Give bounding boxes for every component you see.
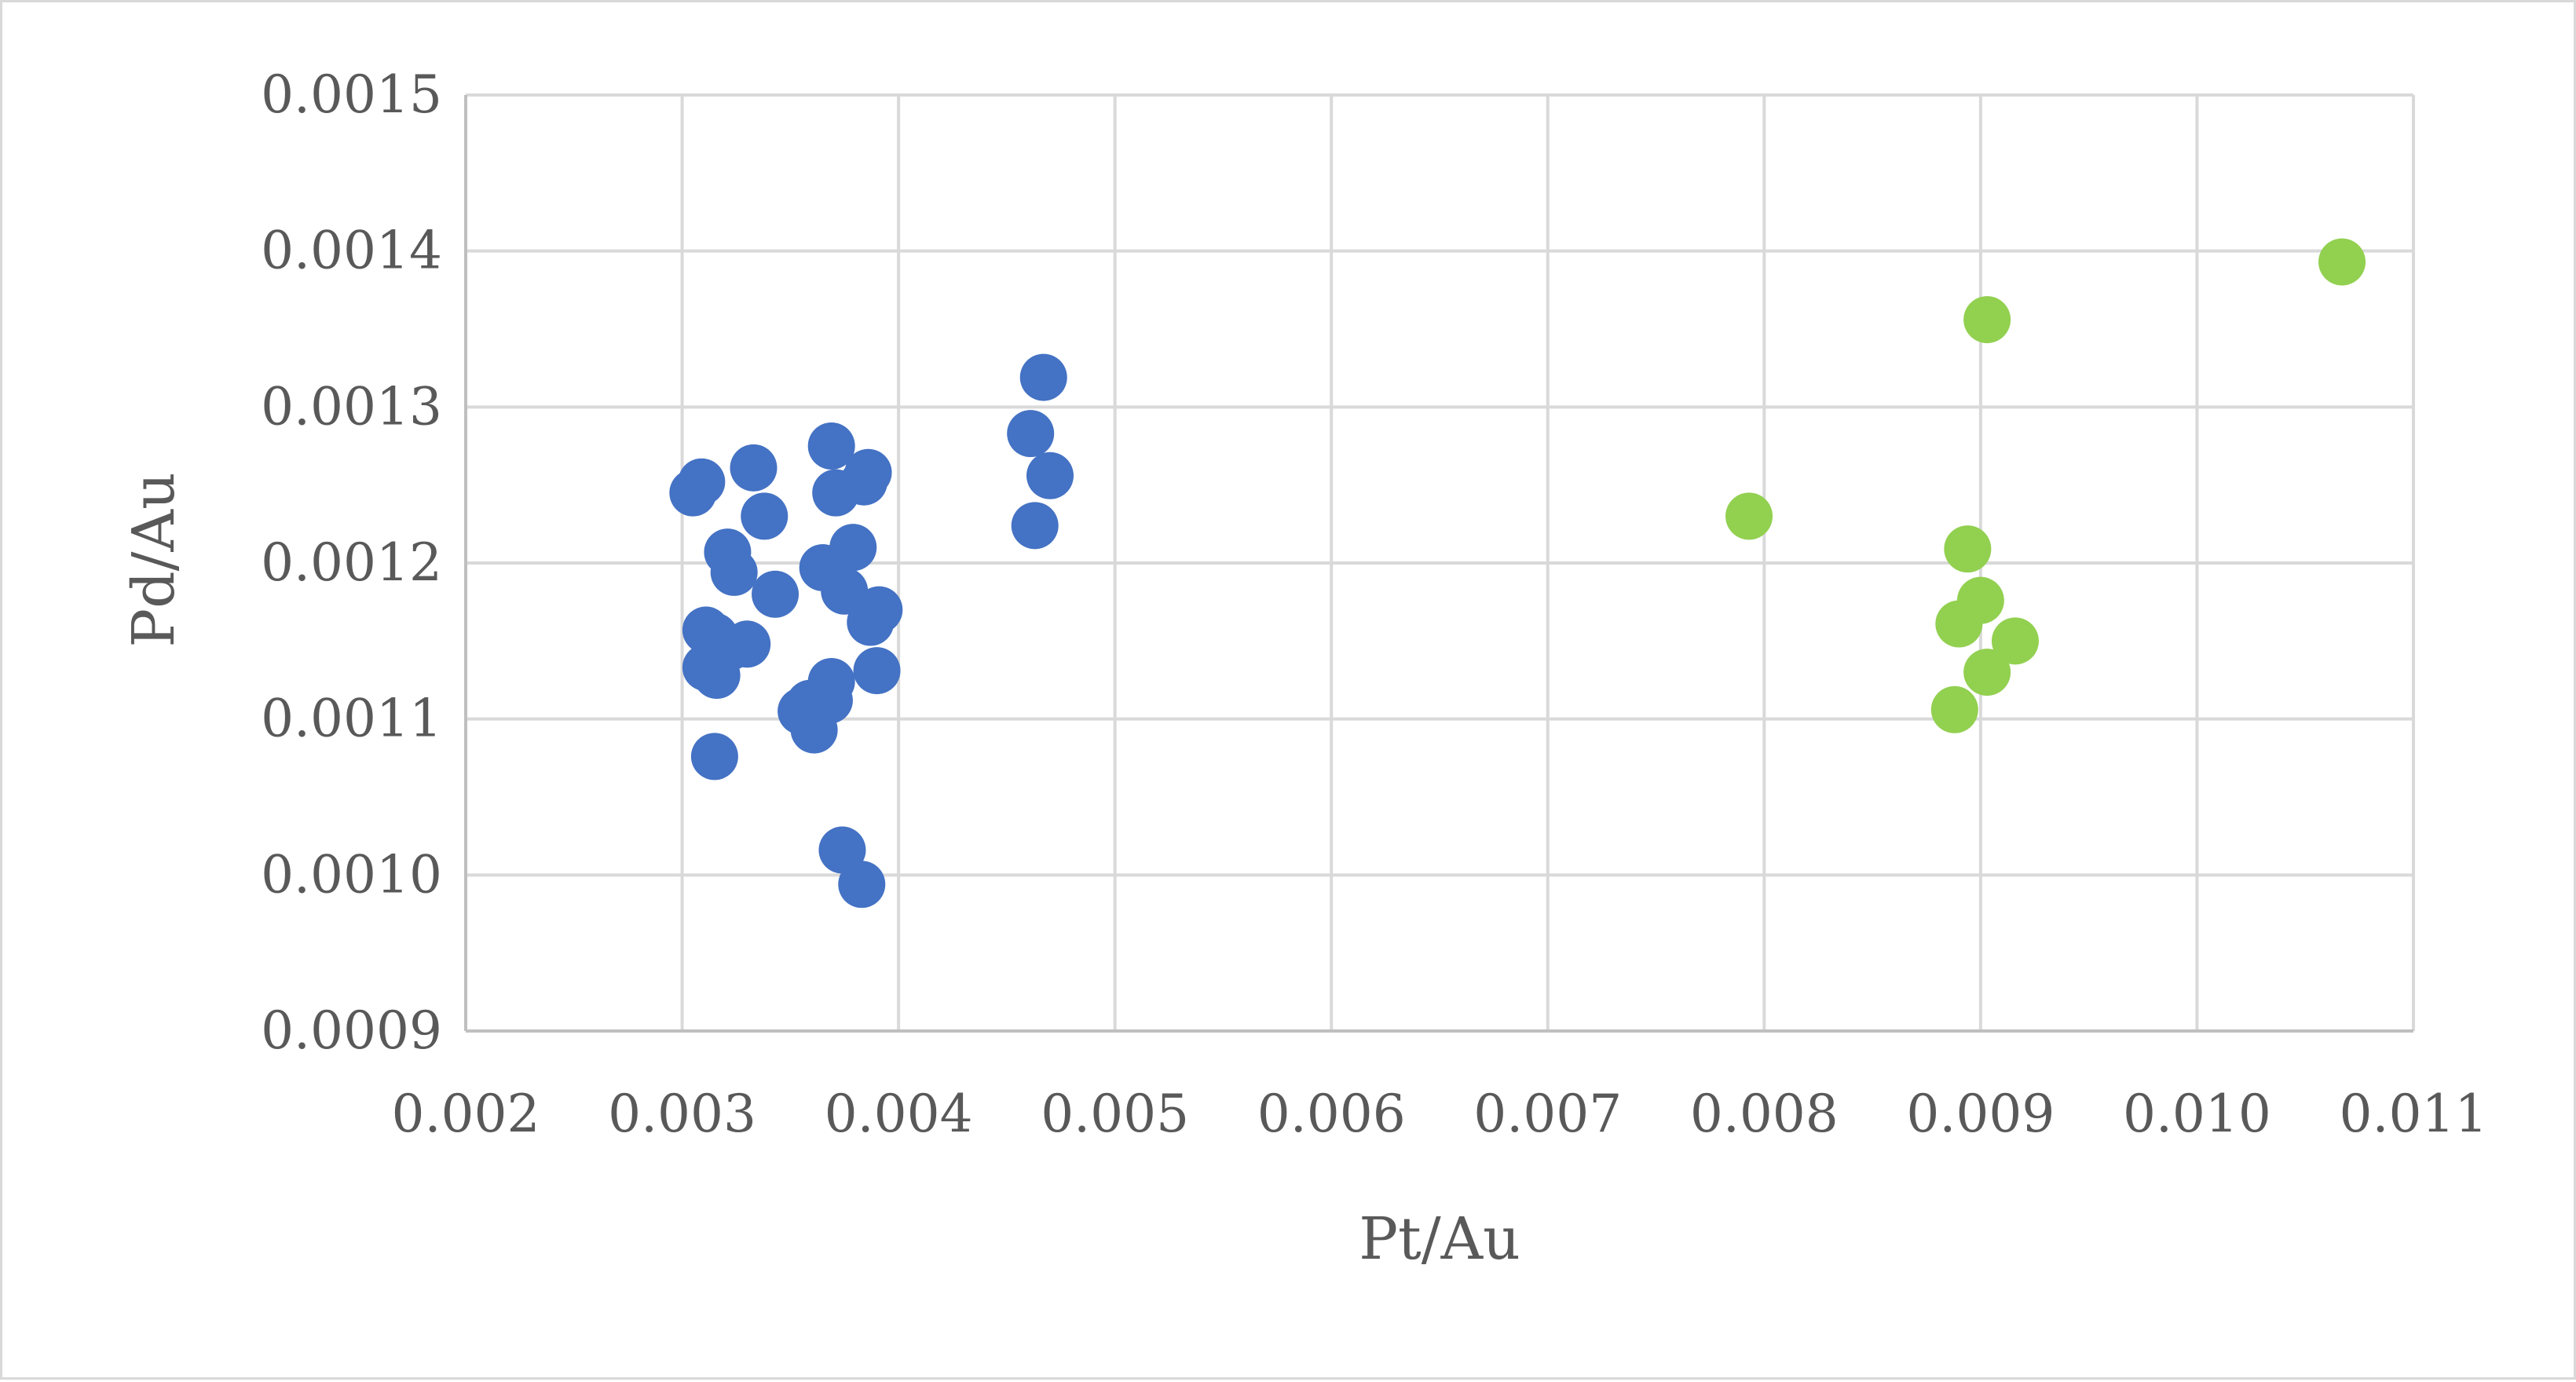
x-tick-label: 0.003 — [608, 1084, 756, 1144]
data-point — [1725, 492, 1773, 540]
data-point — [710, 548, 758, 596]
x-tick-label: 0.008 — [1690, 1084, 1839, 1144]
data-point — [790, 706, 838, 754]
data-point — [1019, 353, 1067, 401]
x-tick-label: 0.010 — [2123, 1084, 2271, 1144]
data-point — [1963, 296, 2011, 344]
y-tick-label: 0.0012 — [261, 532, 442, 593]
y-tick-label: 0.0010 — [261, 844, 442, 905]
axes — [464, 95, 2413, 1033]
data-point — [693, 652, 741, 700]
gridlines — [464, 93, 2415, 1033]
data-point — [847, 598, 895, 646]
data-point — [1007, 410, 1055, 458]
x-tick-label: 0.011 — [2340, 1084, 2488, 1144]
data-point — [1026, 452, 1074, 499]
data-points — [669, 238, 2366, 909]
y-tick-label: 0.0009 — [261, 1000, 442, 1061]
data-point — [1991, 617, 2039, 665]
data-point — [690, 733, 738, 781]
data-point — [752, 570, 800, 618]
y-tick-label: 0.0014 — [261, 221, 442, 281]
x-axis-title: Pt/Au — [1359, 1205, 1520, 1273]
data-point — [2318, 238, 2366, 286]
data-point — [678, 458, 726, 506]
series-0 — [669, 353, 1074, 909]
x-tick-label: 0.005 — [1041, 1084, 1189, 1144]
data-point — [853, 647, 901, 695]
data-point — [741, 492, 789, 540]
data-point — [821, 567, 869, 615]
data-point — [1944, 525, 1992, 573]
series-1 — [1725, 238, 2366, 733]
y-tick-label: 0.0013 — [261, 376, 442, 437]
data-point — [838, 861, 886, 909]
x-tick-label: 0.009 — [1906, 1084, 2055, 1144]
x-tick-label: 0.002 — [392, 1084, 540, 1144]
data-point — [1930, 686, 1978, 733]
y-axis-title: Pd/Au — [120, 472, 188, 647]
data-point — [818, 826, 866, 874]
x-tick-label: 0.006 — [1257, 1084, 1406, 1144]
tick-labels: 0.002 0.003 0.004 0.005 0.006 0.007 0.008 0.009… — [261, 64, 2487, 1144]
data-point — [840, 458, 888, 506]
x-tick-label: 0.004 — [825, 1084, 973, 1144]
x-tick-label: 0.007 — [1473, 1084, 1622, 1144]
data-point — [1963, 649, 2011, 696]
data-point — [807, 422, 855, 470]
data-point — [730, 444, 778, 492]
data-point — [1935, 600, 1983, 648]
y-tick-label: 0.0015 — [261, 64, 442, 125]
y-tick-label: 0.0011 — [261, 689, 442, 749]
data-point — [1011, 502, 1059, 550]
